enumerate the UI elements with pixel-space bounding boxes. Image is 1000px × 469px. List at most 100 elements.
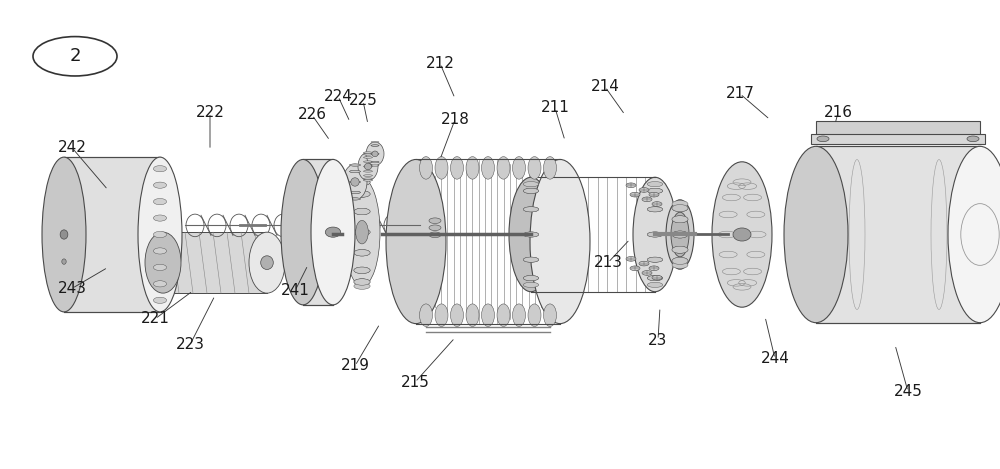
Ellipse shape: [512, 304, 526, 326]
Text: 221: 221: [141, 311, 169, 326]
Ellipse shape: [497, 304, 510, 326]
Text: 225: 225: [349, 93, 377, 108]
Ellipse shape: [523, 232, 539, 237]
Circle shape: [429, 232, 441, 238]
Ellipse shape: [642, 197, 652, 202]
Ellipse shape: [647, 232, 663, 237]
Ellipse shape: [712, 162, 772, 307]
Bar: [816, 121, 980, 136]
Ellipse shape: [523, 189, 539, 194]
Text: 219: 219: [340, 358, 370, 373]
Ellipse shape: [649, 192, 659, 197]
Ellipse shape: [364, 163, 372, 170]
Ellipse shape: [528, 157, 541, 179]
Ellipse shape: [647, 207, 663, 212]
Ellipse shape: [371, 161, 379, 163]
Ellipse shape: [647, 275, 663, 280]
Ellipse shape: [671, 212, 689, 257]
Ellipse shape: [153, 281, 167, 287]
Text: 241: 241: [281, 283, 309, 298]
Ellipse shape: [364, 170, 372, 172]
Ellipse shape: [543, 304, 556, 326]
Ellipse shape: [420, 157, 432, 179]
Ellipse shape: [672, 204, 688, 212]
Ellipse shape: [647, 182, 663, 187]
Ellipse shape: [647, 257, 663, 262]
Ellipse shape: [354, 191, 370, 197]
Ellipse shape: [371, 145, 379, 146]
Ellipse shape: [354, 175, 370, 182]
Ellipse shape: [672, 257, 688, 265]
Ellipse shape: [784, 146, 848, 323]
Ellipse shape: [358, 152, 378, 181]
Ellipse shape: [672, 216, 688, 223]
Text: 218: 218: [441, 112, 469, 127]
Ellipse shape: [354, 191, 370, 197]
Ellipse shape: [639, 188, 649, 192]
Text: 223: 223: [176, 337, 205, 352]
Ellipse shape: [543, 157, 556, 179]
Ellipse shape: [523, 232, 539, 237]
Ellipse shape: [647, 207, 663, 212]
Ellipse shape: [350, 164, 360, 166]
Ellipse shape: [354, 179, 370, 186]
Ellipse shape: [482, 157, 494, 179]
Ellipse shape: [523, 275, 539, 280]
Ellipse shape: [630, 192, 640, 197]
Ellipse shape: [153, 248, 167, 254]
Ellipse shape: [672, 216, 688, 223]
Ellipse shape: [364, 157, 372, 159]
Ellipse shape: [523, 275, 539, 280]
Ellipse shape: [364, 161, 372, 163]
Ellipse shape: [354, 250, 370, 256]
Ellipse shape: [523, 182, 539, 187]
Ellipse shape: [647, 257, 663, 262]
Ellipse shape: [672, 204, 688, 212]
Ellipse shape: [60, 230, 68, 239]
Ellipse shape: [371, 145, 379, 146]
Ellipse shape: [354, 208, 370, 215]
Ellipse shape: [153, 265, 167, 271]
Text: 222: 222: [196, 105, 224, 120]
Ellipse shape: [261, 256, 273, 270]
Ellipse shape: [672, 201, 688, 208]
Ellipse shape: [344, 178, 380, 286]
Ellipse shape: [325, 227, 341, 237]
Ellipse shape: [647, 282, 663, 287]
Ellipse shape: [281, 159, 325, 305]
Ellipse shape: [316, 218, 350, 247]
Circle shape: [817, 136, 829, 142]
Text: 245: 245: [894, 384, 922, 399]
Ellipse shape: [371, 165, 379, 166]
Ellipse shape: [733, 228, 751, 241]
Ellipse shape: [354, 283, 370, 289]
Bar: [303, 159, 333, 305]
Ellipse shape: [153, 182, 167, 188]
Ellipse shape: [354, 250, 370, 256]
Ellipse shape: [523, 257, 539, 262]
Ellipse shape: [364, 166, 372, 167]
Ellipse shape: [482, 304, 494, 326]
Ellipse shape: [351, 178, 359, 186]
Ellipse shape: [386, 159, 446, 324]
Ellipse shape: [642, 271, 652, 275]
Ellipse shape: [354, 179, 370, 186]
Ellipse shape: [523, 189, 539, 194]
Ellipse shape: [364, 178, 372, 180]
Ellipse shape: [371, 153, 379, 155]
Ellipse shape: [249, 232, 285, 293]
Text: 23: 23: [648, 333, 668, 348]
Ellipse shape: [633, 177, 677, 292]
Ellipse shape: [153, 297, 167, 303]
Circle shape: [967, 136, 979, 142]
Ellipse shape: [153, 166, 167, 172]
Ellipse shape: [364, 174, 372, 176]
Text: 226: 226: [298, 107, 326, 122]
Ellipse shape: [350, 181, 360, 183]
Ellipse shape: [649, 266, 659, 271]
Ellipse shape: [311, 159, 355, 305]
Ellipse shape: [672, 257, 688, 265]
Ellipse shape: [626, 183, 636, 188]
Ellipse shape: [647, 232, 663, 237]
Ellipse shape: [153, 215, 167, 221]
